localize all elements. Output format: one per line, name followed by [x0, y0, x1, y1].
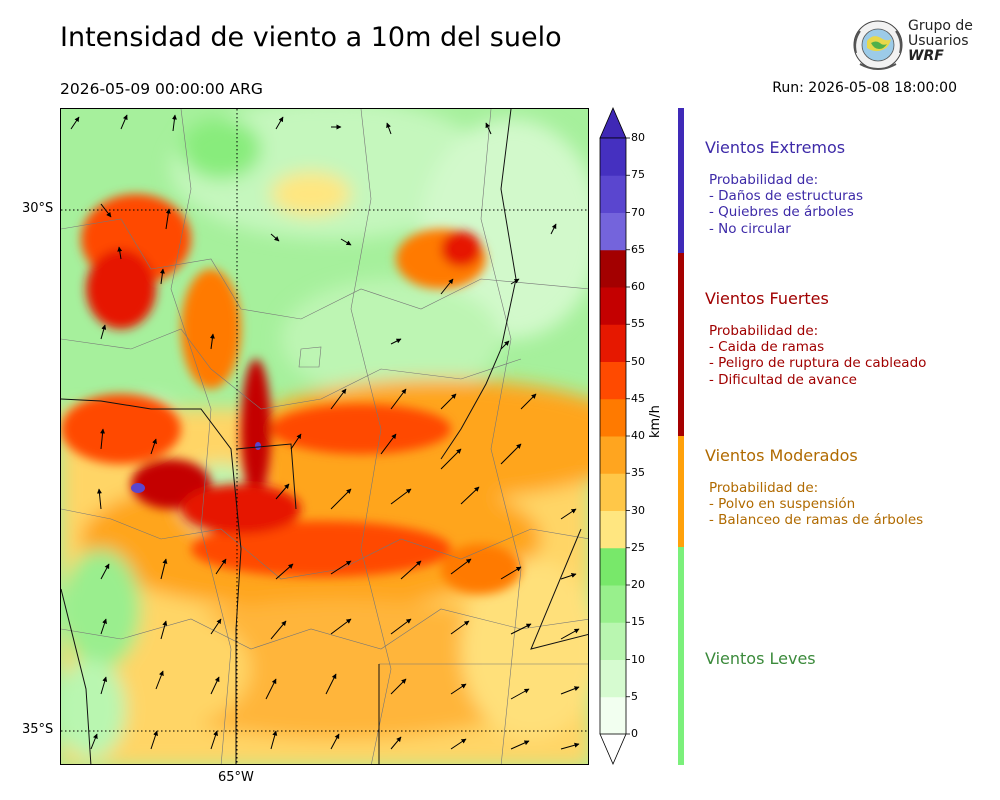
chart-title: Intensidad de viento a 10m del suelo — [60, 22, 562, 53]
run-time: Run: 2026-05-08 18:00:00 — [772, 80, 957, 96]
colorbar-tick-label: 20 — [631, 578, 645, 591]
colorbar-segment — [600, 473, 626, 511]
colorbar-tick-label: 60 — [631, 280, 645, 293]
logo-text: Grupo de Usuarios WRF — [908, 19, 973, 64]
colorbar-segment — [600, 585, 626, 623]
colorbar-tick-label: 5 — [631, 689, 638, 703]
category-bar-leves — [678, 547, 684, 765]
wind-arrows — [70, 114, 580, 750]
valid-time: 2026-05-09 00:00:00 ARG — [60, 80, 263, 98]
colorbar-segment — [600, 436, 626, 474]
category-desc-fuertes: Probabilidad de: - Caida de ramas - Peli… — [709, 323, 926, 388]
category-title-moderados: Vientos Moderados — [705, 446, 858, 465]
gridlines — [61, 109, 588, 764]
colorbar — [599, 106, 630, 766]
colorbar-tick-label: 80 — [631, 131, 645, 144]
globe-icon — [853, 20, 903, 70]
colorbar-tick-label: 35 — [631, 466, 645, 480]
colorbar-extend-max — [599, 106, 627, 139]
colorbar-ticks — [626, 137, 630, 735]
boundaries — [61, 109, 588, 764]
colorbar-extend-min — [599, 733, 627, 766]
logo-line-1: Grupo de — [908, 18, 973, 34]
category-title-leves: Vientos Leves — [705, 649, 816, 668]
colorbar-segment — [600, 547, 626, 586]
category-bar-extremos — [678, 108, 684, 253]
category-desc-header: Probabilidad de: — [709, 480, 819, 496]
colorbar-segment — [600, 249, 626, 288]
category-desc-header: Probabilidad de: — [709, 323, 819, 339]
colorbar-tick-label: 25 — [631, 540, 645, 554]
wind-map-canvas — [61, 109, 588, 764]
colorbar-tick-label: 0 — [631, 727, 638, 740]
logo-line-2: Usuarios — [908, 33, 969, 49]
lon-label-65w: 65°W — [218, 770, 254, 785]
category-title-extremos: Vientos Extremos — [705, 138, 846, 157]
wrf-logo — [853, 20, 903, 70]
category-desc-item: - Daños de estructuras — [709, 188, 864, 205]
category-desc-item: - Polvo en suspensión — [709, 496, 856, 513]
logo-line-3: WRF — [908, 48, 944, 64]
category-bar-moderados — [678, 436, 684, 547]
colorbar-segment — [600, 622, 626, 660]
colorbar-segment — [600, 659, 626, 698]
category-desc-extremos: Probabilidad de: - Daños de estructuras … — [709, 172, 863, 237]
colorbar-tick-label: 45 — [631, 391, 645, 405]
colorbar-segments — [599, 106, 627, 766]
category-desc-item: - Quiebres de árboles — [709, 204, 854, 221]
colorbar-tick-label: 65 — [631, 242, 645, 256]
category-desc-item: - Balanceo de ramas de árboles — [709, 512, 924, 529]
wind-map[interactable] — [60, 108, 589, 765]
colorbar-segment — [600, 361, 626, 400]
colorbar-segment — [600, 398, 626, 437]
colorbar-tick-label: 15 — [631, 615, 645, 629]
category-desc-moderados: Probabilidad de: - Polvo en suspensión -… — [709, 480, 923, 529]
colorbar-tick-label: 70 — [631, 205, 645, 219]
colorbar-segment — [600, 324, 626, 362]
lat-label-30s: 30°S — [22, 201, 54, 216]
colorbar-tick-label: 10 — [631, 652, 645, 666]
colorbar-tick-label: 40 — [631, 429, 645, 442]
colorbar-tick-label: 75 — [631, 168, 645, 182]
colorbar-segment — [600, 138, 626, 176]
category-desc-header: Probabilidad de: — [709, 172, 819, 188]
colorbar-tick-label: 30 — [631, 503, 645, 517]
colorbar-segment — [600, 175, 626, 213]
colorbar-segment — [600, 696, 626, 735]
colorbar-tick-label: 55 — [631, 317, 645, 331]
category-desc-item: - Peligro de ruptura de cableado — [709, 355, 927, 372]
colorbar-segment — [600, 212, 626, 251]
colorbar-segment — [600, 510, 626, 549]
colorbar-units: km/h — [648, 405, 663, 438]
category-desc-item: - No circular — [709, 220, 791, 237]
category-bar-fuertes — [678, 253, 684, 436]
wind-field — [61, 109, 588, 764]
category-desc-item: - Dificultad de avance — [709, 371, 857, 388]
category-desc-item: - Caida de ramas — [709, 339, 825, 356]
category-title-fuertes: Vientos Fuertes — [705, 289, 829, 308]
colorbar-tick-label: 50 — [631, 354, 645, 368]
colorbar-segment — [600, 287, 626, 325]
lat-label-35s: 35°S — [22, 722, 54, 737]
